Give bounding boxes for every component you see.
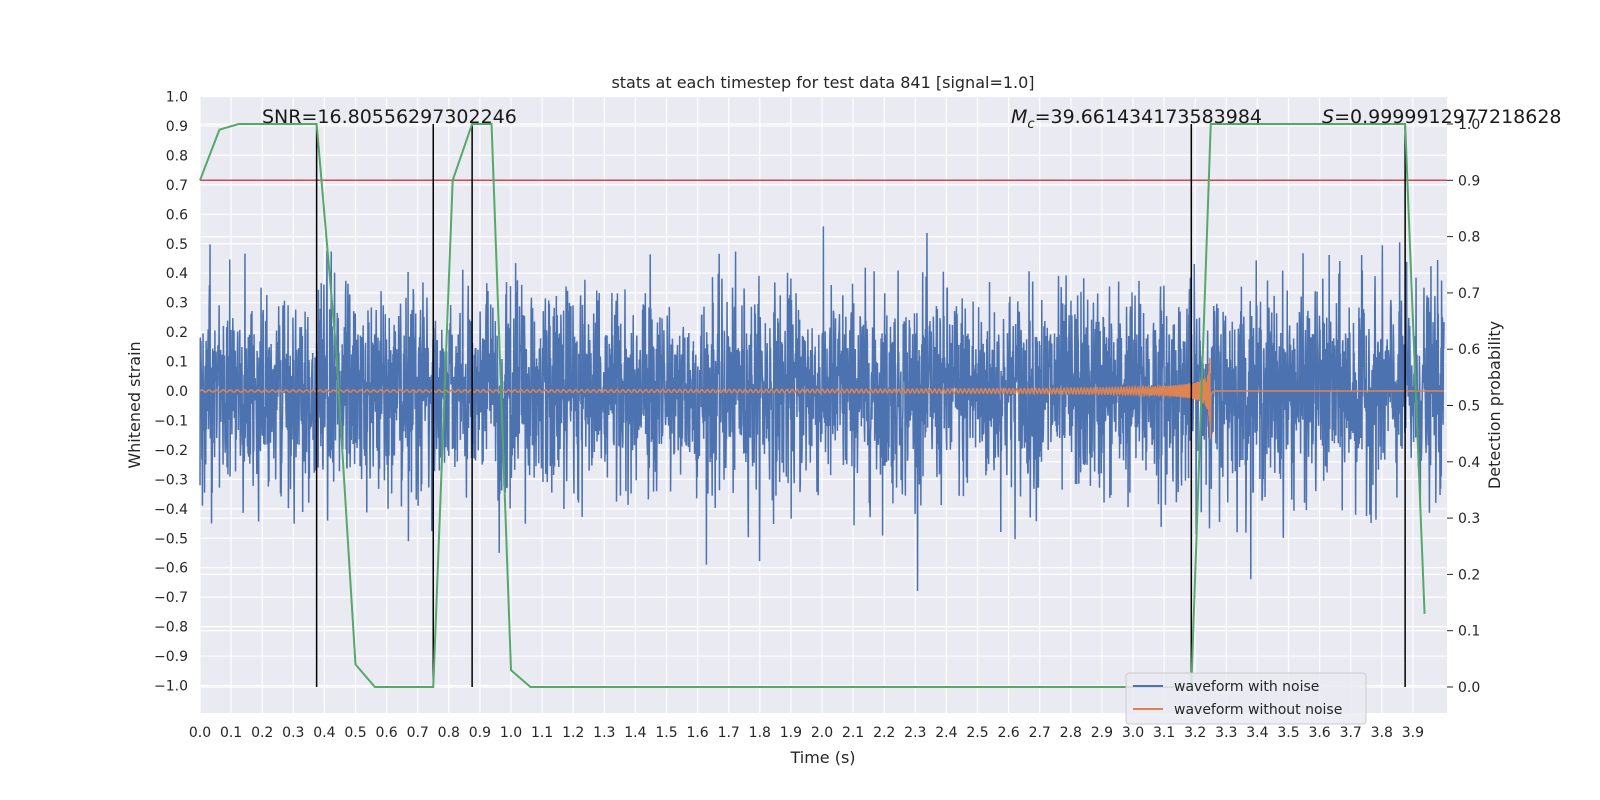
x-tick-label: 2.3 [904, 725, 926, 741]
y-tick-label: 0.7 [166, 178, 188, 194]
x-tick-label: 1.7 [718, 725, 740, 741]
x-tick-label: 0.5 [344, 725, 366, 741]
x-tick-label: 3.4 [1246, 725, 1268, 741]
x-tick-label: 3.0 [1122, 725, 1144, 741]
y-right-tick-label: 0.6 [1458, 342, 1480, 358]
x-tick-label: 2.7 [1029, 725, 1051, 741]
y-tick-label: −0.9 [154, 649, 188, 665]
x-tick-label: 3.8 [1371, 725, 1393, 741]
y-tick-label: 0.8 [166, 148, 188, 164]
clean-waveform-path [199, 357, 1444, 439]
y-right-tick-label: 1.0 [1458, 117, 1480, 133]
probability-path [199, 123, 1426, 688]
x-tick-label: 2.4 [935, 725, 957, 741]
y-tick-label: −1.0 [154, 679, 188, 695]
y-tick-label: 0.5 [166, 237, 188, 253]
x-tick-label: 3.7 [1340, 725, 1362, 741]
chirp-mass-subscript: c [1027, 117, 1034, 132]
x-tick-label: 1.1 [531, 725, 553, 741]
y-right-tick-label: 0.1 [1458, 624, 1480, 640]
chirp-mass-value: =39.661434173583984 [1035, 106, 1262, 128]
y-right-tick-label: 0.4 [1458, 455, 1480, 471]
x-tick-label: 2.0 [811, 725, 833, 741]
series-waveform-without-noise [199, 357, 1444, 439]
y-right-tick-label: 0.2 [1458, 567, 1480, 583]
y-tick-label: 0.6 [166, 207, 188, 223]
x-tick-label: 2.1 [842, 725, 864, 741]
legend: waveform with noise waveform without noi… [1125, 672, 1367, 725]
x-tick-label: 1.9 [780, 725, 802, 741]
legend-box [1125, 672, 1367, 725]
x-tick-label: 0.3 [282, 725, 304, 741]
y-tick-label: 1.0 [166, 90, 188, 106]
y-tick-label: 0.9 [166, 119, 188, 135]
x-tick-label: 2.5 [966, 725, 988, 741]
x-tick-label: 1.2 [562, 725, 584, 741]
x-tick-label: 0.8 [438, 725, 460, 741]
y-right-tick-label: 0.5 [1458, 399, 1480, 415]
y-tick-label: 0.4 [166, 266, 188, 282]
x-tick-label: 1.8 [749, 725, 771, 741]
y-tick-label: −0.5 [154, 531, 188, 547]
x-tick-label: 3.3 [1215, 725, 1237, 741]
y-tick-label: 0.1 [166, 355, 188, 371]
y-tick-label: −0.2 [154, 443, 188, 459]
y-tick-label: −0.4 [154, 502, 188, 518]
x-tick-label: 0.7 [407, 725, 429, 741]
x-tick-label: 2.9 [1091, 725, 1113, 741]
x-axis-label: Time (s) [789, 748, 855, 767]
snr-annotation: SNR=16.80556297302246 [262, 106, 517, 128]
score-value: =0.9999912977218628 [1334, 106, 1561, 128]
legend-label-noise: waveform with noise [1174, 679, 1319, 695]
x-tick-labels: 0.0 0.1 0.2 0.3 0.4 0.5 0.6 0.7 0.8 0.9 1.0 1.1 1.2 1… [189, 725, 1424, 741]
vertical-markers [315, 124, 1406, 687]
x-tick-label: 0.0 [189, 725, 211, 741]
x-tick-label: 3.5 [1277, 725, 1299, 741]
y-tick-label: 0.2 [166, 325, 188, 341]
y-tick-label: −0.7 [154, 590, 188, 606]
score-annotation: S=0.9999912977218628 [1322, 106, 1562, 128]
series-waveform-with-noise [199, 226, 1445, 591]
y-right-tick-label: 0.7 [1458, 286, 1480, 302]
y-right-axis-label: Detection probability [1485, 321, 1504, 489]
x-tick-label: 1.4 [624, 725, 646, 741]
x-tick-label: 3.2 [1184, 725, 1206, 741]
y-axis-label: Whitened strain [125, 341, 144, 468]
y-right-tick-label: 0.0 [1458, 680, 1480, 696]
y-tick-labels: 1.0 0.9 0.8 0.7 0.6 0.5 0.4 0.3 0.2 0.1 0.0 −0.1 −0.… [154, 90, 188, 695]
x-tick-label: 2.2 [873, 725, 895, 741]
x-tick-label: 3.1 [1153, 725, 1175, 741]
x-tick-label: 0.4 [313, 725, 335, 741]
y-tick-label: 0.3 [166, 296, 188, 312]
y-tick-label: 0.0 [166, 384, 188, 400]
y-right-tick-label: 0.8 [1458, 230, 1480, 246]
x-tick-label: 1.5 [655, 725, 677, 741]
chirp-mass-symbol: M [1011, 106, 1027, 128]
y-right-tick-label: 0.9 [1458, 173, 1480, 189]
x-tick-label: 2.8 [1060, 725, 1082, 741]
x-tick-label: 1.3 [593, 725, 615, 741]
chart-title: stats at each timestep for test data 841… [611, 73, 1034, 92]
chirp-mass-annotation: Mc=39.661434173583984 [1011, 106, 1262, 132]
x-tick-label: 3.9 [1402, 725, 1424, 741]
series-detection-probability [199, 123, 1426, 688]
y-tick-label: −0.1 [154, 413, 188, 429]
x-tick-label: 0.6 [375, 725, 397, 741]
x-tick-label: 1.0 [500, 725, 522, 741]
x-tick-label: 0.1 [220, 725, 242, 741]
score-symbol: S [1322, 106, 1334, 128]
x-tick-label: 2.6 [997, 725, 1019, 741]
legend-label-clean: waveform without noise [1174, 702, 1342, 718]
x-tick-label: 3.6 [1308, 725, 1330, 741]
y-tick-label: −0.8 [154, 620, 188, 636]
x-tick-label: 0.2 [251, 725, 273, 741]
y-right-tick-label: 0.3 [1458, 511, 1480, 527]
noise-waveform-path [199, 226, 1445, 591]
y-right-tick-labels: 1.0 0.9 0.8 0.7 0.6 0.5 0.4 0.3 0.2 0.1 0.0 [1447, 117, 1480, 696]
x-tick-label: 1.6 [686, 725, 708, 741]
y-tick-label: −0.6 [154, 561, 188, 577]
y-tick-label: −0.3 [154, 472, 188, 488]
x-tick-label: 0.9 [469, 725, 491, 741]
